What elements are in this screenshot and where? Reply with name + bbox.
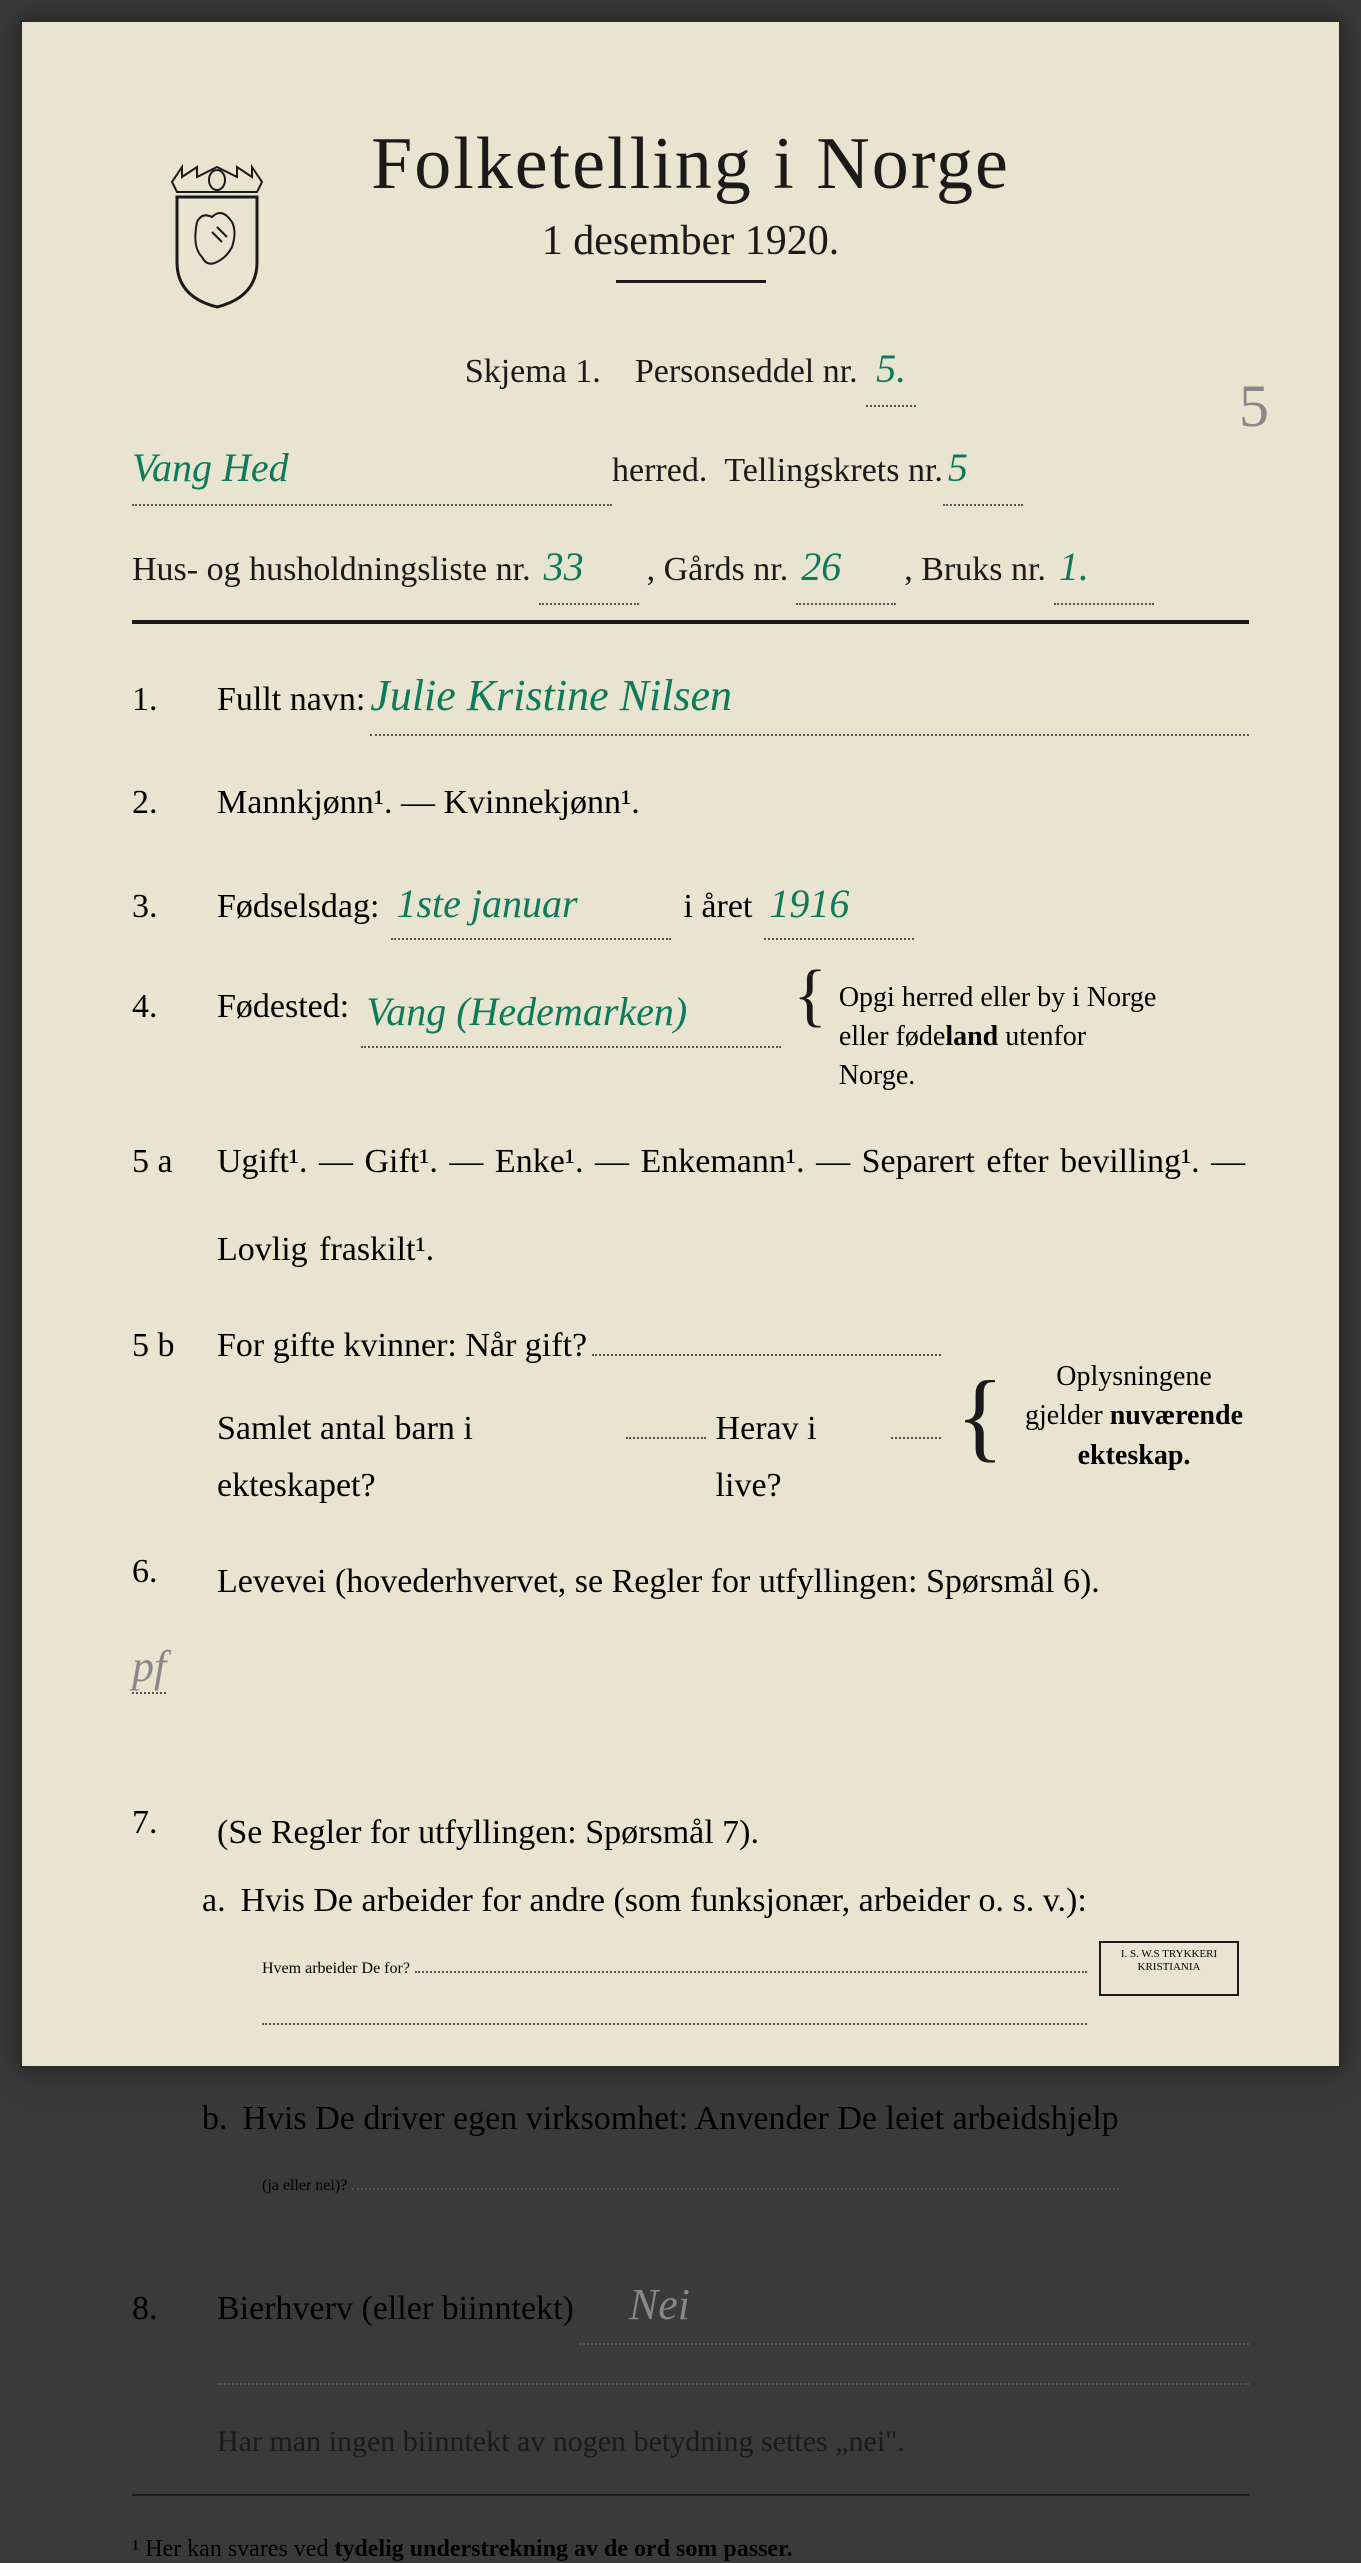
question-8: 8. Bierhverv (eller biinntekt) Nei: [132, 2268, 1249, 2345]
q2-text: Mannkjønn¹. — Kvinnekjønn¹.: [217, 774, 1249, 832]
tellingskrets-value: 5: [943, 432, 1023, 506]
q7a-label: a.: [202, 1882, 226, 1920]
q4-note: Opgi herred eller by i Norge eller fødel…: [839, 978, 1159, 1096]
bruks-value: 1.: [1054, 531, 1154, 605]
q7a-text1: Hvis De arbeider for andre (som funksjon…: [241, 1872, 1087, 1930]
q5b-number: 5 b: [132, 1327, 197, 1365]
hus-value: 33: [539, 531, 639, 605]
q5b-line1: For gifte kvinner: Når gift?: [217, 1317, 587, 1375]
q3-year-label: i året: [683, 878, 752, 936]
q3-number: 3.: [132, 888, 197, 926]
schema-label: Skjema 1.: [465, 353, 601, 390]
q8-value: Nei: [629, 2280, 690, 2329]
q1-value: Julie Kristine Nilsen: [370, 659, 732, 734]
q7a: a. Hvis De arbeider for andre (som funks…: [132, 1872, 1087, 2045]
question-5a: 5 a Ugift¹. — Gift¹. — Enke¹. — Enkemann…: [132, 1133, 1249, 1279]
footnote: ¹ Her kan svares ved tydelig understrekn…: [132, 2526, 1249, 2563]
brace-icon: {: [956, 1391, 1004, 1441]
herred-line: Vang Hed herred. Tellingskrets nr. 5: [132, 432, 1249, 506]
document-date: 1 desember 1920.: [132, 217, 1249, 265]
q4-value: Vang (Hedemarken): [361, 978, 781, 1048]
q7b-text2: (ja eller nei)?: [262, 2177, 347, 2195]
document-title: Folketelling i Norge: [132, 122, 1249, 207]
gards-value: 26: [796, 531, 896, 605]
question-4: 4. Fødested: Vang (Hedemarken) { Opgi he…: [132, 978, 1249, 1096]
question-5b: 5 b For gifte kvinner: Når gift? Samlet …: [132, 1317, 1249, 1515]
census-document: Folketelling i Norge 1 desember 1920. 5 …: [20, 20, 1341, 2068]
thick-divider: [132, 620, 1249, 624]
q7-number: 7.: [132, 1804, 197, 1862]
hus-line: Hus- og husholdningsliste nr. 33 , Gårds…: [132, 531, 1249, 605]
printer-stamp: I. S. W.S TRYKKERI KRISTIANIA: [1099, 1941, 1239, 1996]
brace-icon: {: [793, 978, 827, 1013]
q7a-text2: Hvem arbeider De for?: [262, 1960, 410, 1978]
q4-number: 4.: [132, 988, 197, 1026]
personseddel-label: Personseddel nr.: [635, 353, 858, 390]
q5b-line2a: Samlet antal barn i ekteskapet?: [217, 1400, 616, 1516]
q4-label: Fødested:: [217, 978, 349, 1036]
q5b-note: Oplysningene gjelder nuværende ekteskap.: [1019, 1357, 1249, 1475]
q1-label: Fullt navn:: [217, 671, 365, 729]
q6-text: Levevei (hovederhvervet, se Regler for u…: [217, 1553, 1100, 1611]
q6-number: 6.: [132, 1553, 197, 1611]
herred-label: herred.: [612, 440, 707, 501]
q5a-text: Ugift¹. — Gift¹. — Enke¹. — Enkemann¹. —…: [217, 1133, 1249, 1191]
q2-number: 2.: [132, 784, 197, 822]
coat-of-arms-icon: [162, 162, 272, 312]
question-2: 2. Mannkjønn¹. — Kvinnekjønn¹.: [132, 774, 1249, 832]
q3-day: 1ste januar: [391, 870, 671, 940]
q7b-text1: Hvis De driver egen virksomhet: Anvender…: [243, 2090, 1119, 2148]
question-1: 1. Fullt navn: Julie Kristine Nilsen: [132, 659, 1249, 736]
gards-label: , Gårds nr.: [647, 539, 789, 600]
q8-label: Bierhverv (eller biinntekt): [217, 2280, 574, 2338]
q6-value: pf: [132, 1642, 166, 1691]
q5b-line2b: Herav i live?: [716, 1400, 881, 1516]
herred-value: Vang Hed: [132, 432, 289, 504]
document-header: Folketelling i Norge 1 desember 1920.: [132, 122, 1249, 283]
schema-line: Skjema 1. Personseddel nr. 5.: [132, 333, 1249, 407]
personseddel-value: 5.: [866, 333, 916, 407]
q3-label: Fødselsdag:: [217, 878, 379, 936]
question-3: 3. Fødselsdag: 1ste januar i året 1916: [132, 870, 1249, 940]
q7-text: (Se Regler for utfyllingen: Spørsmål 7).: [217, 1804, 759, 1862]
question-7: 7. (Se Regler for utfyllingen: Spørsmål …: [132, 1804, 1249, 2230]
question-6: 6. Levevei (hovederhvervet, se Regler fo…: [132, 1553, 1249, 1766]
q8-number: 8.: [132, 2290, 197, 2328]
q7b: b. Hvis De driver egen virksomhet: Anven…: [132, 2090, 1119, 2196]
q1-number: 1.: [132, 681, 197, 719]
q5a-text2: Lovlig fraskilt¹.: [217, 1221, 1249, 1279]
bruks-label: , Bruks nr.: [904, 539, 1046, 600]
q7b-label: b.: [202, 2100, 228, 2138]
tellingskrets-label: Tellingskrets nr.: [724, 440, 943, 501]
divider-icon: [616, 280, 766, 283]
q3-year: 1916: [764, 870, 914, 940]
q5a-number: 5 a: [132, 1143, 197, 1181]
instruction: Har man ingen biinntekt av nogen betydni…: [217, 2415, 1249, 2469]
hus-label: Hus- og husholdningsliste nr.: [132, 539, 531, 600]
